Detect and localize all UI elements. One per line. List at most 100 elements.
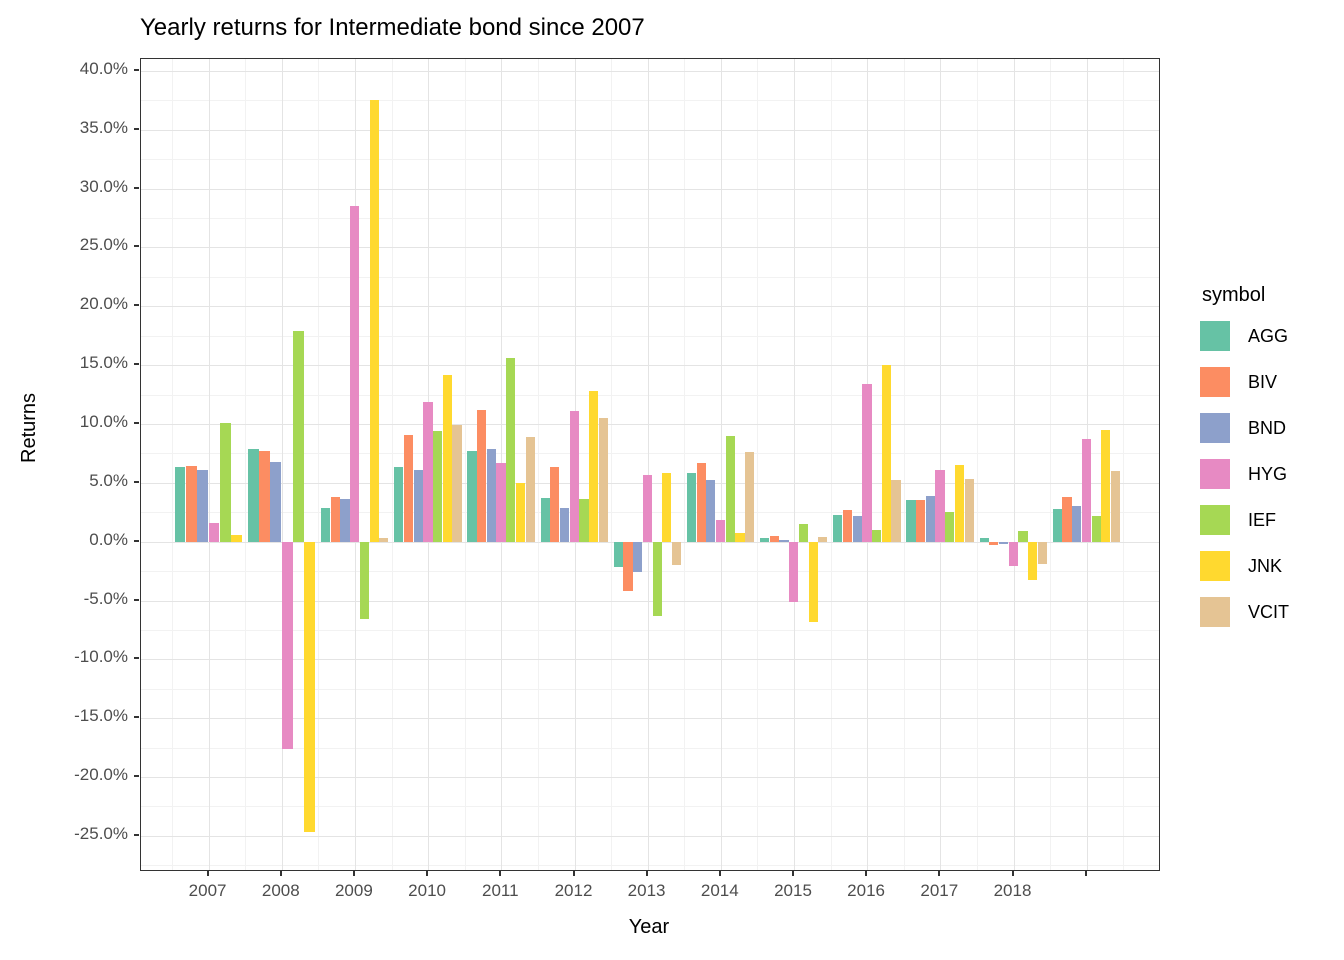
bar-IEF-2015 [798,523,809,542]
gridline-major-h [141,70,1159,72]
bar-BND-extra [1072,506,1082,542]
gridline-major-h [141,777,1159,778]
legend-label-JNK: JNK [1248,555,1283,576]
bar-AGG-2015 [760,538,770,542]
bar-AGG-2008 [247,448,259,542]
gridline-minor-h [141,629,1159,631]
gridline-major-v [208,59,210,870]
legend-item-AGG: AGG [1200,321,1289,351]
bar-BND-2014 [706,480,716,542]
bar-HYG-2013 [642,474,653,542]
bar-HYG-2008 [281,541,293,749]
gridline-minor-v [830,59,832,870]
gridline-minor-v [537,59,539,870]
plot-panel [140,58,1160,871]
bar-AGG-2011 [467,451,477,542]
y-tick-label: -10.0% [74,647,128,667]
x-tick-label: 2010 [408,881,446,900]
x-tick-label: 2018 [993,881,1032,900]
legend-swatch-JNK [1200,551,1230,581]
x-tick-mark [1084,871,1087,876]
legend-label-BIV: BIV [1248,371,1278,392]
gridline-minor-h [141,159,1159,161]
bar-HYG-2014 [715,520,726,542]
bar-AGG-2010 [394,467,404,542]
bar-BIV-2018 [989,541,999,546]
legend-swatch-AGG [1200,321,1230,351]
bar-BIV-2016 [842,509,853,542]
y-tick-label: 5.0% [89,470,128,490]
legend-item-BND: BND [1200,413,1289,443]
bar-JNK-2009 [369,100,379,542]
gridline-major-h [141,659,1159,661]
x-tick-label: 2017 [920,881,959,900]
bar-BIV-extra [1062,496,1072,542]
bar-HYG-2007 [208,522,220,542]
bar-AGG-2016 [833,514,843,542]
bar-JNK-2010 [442,374,452,542]
y-tick-label: 25.0% [79,235,128,255]
x-tick-mark [938,871,941,876]
bar-AGG-2017 [906,500,916,542]
gridline-minor-h [141,394,1159,396]
gridline-minor-v [611,59,612,870]
bar-JNK-2018 [1028,541,1038,581]
x-tick-mark [1011,871,1014,876]
bar-IEF-2013 [652,541,662,616]
bar-BND-2009 [340,499,350,542]
y-tick-mark [134,127,139,130]
gridline-minor-h [141,100,1159,102]
bar-IEF-2009 [359,541,370,620]
gridline-major-h [141,541,1159,543]
gridline-minor-v [1123,59,1125,870]
bar-BND-2018 [998,541,1009,544]
gridline-major-h [141,129,1159,131]
y-tick-label: -20.0% [74,765,128,784]
bar-BIV-2007 [185,466,197,542]
gridline-minor-h [141,276,1159,278]
bar-AGG-2012 [540,498,550,542]
gridline-major-v [720,59,722,870]
legend-swatch-BIV [1200,367,1230,397]
x-tick-mark [572,871,575,876]
y-tick-label: 10.0% [79,411,128,431]
bar-VCIT-2016 [891,480,901,542]
y-tick-label: -5.0% [83,588,128,608]
bar-HYG-2011 [496,462,506,542]
bar-VCIT-2015 [818,536,828,542]
bar-IEF-2007 [219,422,231,542]
bar-JNK-2012 [589,390,599,542]
bar-VCIT-extra [1110,471,1121,542]
bar-AGG-2013 [613,541,623,568]
y-tick-mark [134,363,139,365]
y-tick-label: 20.0% [79,294,128,314]
x-tick-label: 2014 [700,881,739,900]
x-tick-label: 2013 [627,881,666,900]
gridline-major-v [1013,59,1015,870]
x-tick-mark [645,871,648,876]
y-tick-mark [134,716,139,719]
x-tick-label: 2016 [847,881,885,900]
legend-item-JNK: JNK [1200,551,1289,581]
bar-BIV-2009 [330,496,340,542]
bar-BIV-2015 [769,535,779,542]
bar-VCIT-2017 [964,479,974,542]
gridline-minor-h [141,688,1159,690]
gridline-minor-v [903,59,905,870]
bar-BND-2010 [413,469,423,542]
x-tick-mark [279,871,282,876]
bar-VCIT-2014 [745,452,755,542]
bar-HYG-2009 [350,206,360,542]
bar-HYG-2012 [569,410,579,542]
bar-JNK-2011 [515,482,526,542]
legend-label-AGG: AGG [1248,325,1289,346]
legend-item-IEF: IEF [1200,505,1289,535]
gridline-minor-v [391,59,393,870]
bar-HYG-2010 [423,401,433,542]
gridline-major-v [281,59,283,870]
bar-BND-2011 [486,448,496,542]
gridline-major-h [141,835,1159,837]
y-tick-mark [134,186,139,189]
bar-AGG-extra [1052,508,1062,542]
